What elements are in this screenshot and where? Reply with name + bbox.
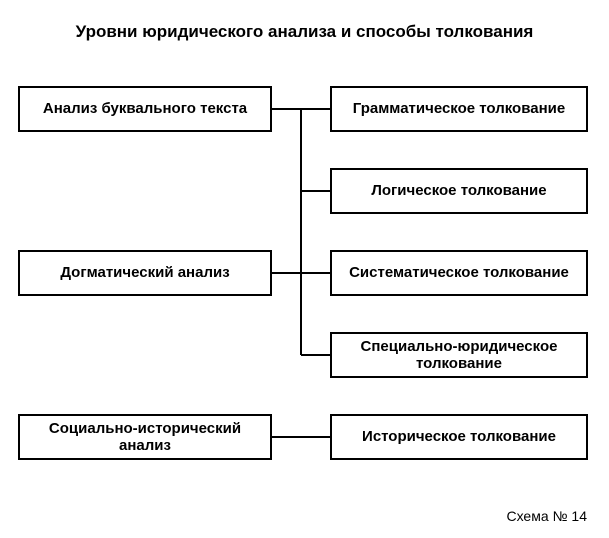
box-label: Систематическое толкование [349,264,569,281]
box-historical-interpretation: Историческое толкование [330,414,588,460]
box-label: Специально-юридическое толкование [338,338,580,373]
box-dogmatic-analysis: Догматический анализ [18,250,272,296]
box-label: Догматический анализ [60,264,229,281]
box-label: Историческое толкование [362,428,556,445]
box-label: Анализ буквального текста [43,100,247,117]
box-grammatical-interpretation: Грамматическое толкование [330,86,588,132]
box-literal-analysis: Анализ буквального текста [18,86,272,132]
box-systematic-interpretation: Систематическое толкование [330,250,588,296]
box-social-historical-analysis: Социально-исторический анализ [18,414,272,460]
box-logical-interpretation: Логическое толкование [330,168,588,214]
box-label: Грамматическое толкование [353,100,565,117]
box-label: Логическое толкование [371,182,546,199]
box-special-legal-interpretation: Специально-юридическое толкование [330,332,588,378]
diagram-title: Уровни юридического анализа и способы то… [0,22,609,42]
diagram-caption: Схема № 14 [506,508,587,524]
box-label: Социально-исторический анализ [26,420,264,455]
